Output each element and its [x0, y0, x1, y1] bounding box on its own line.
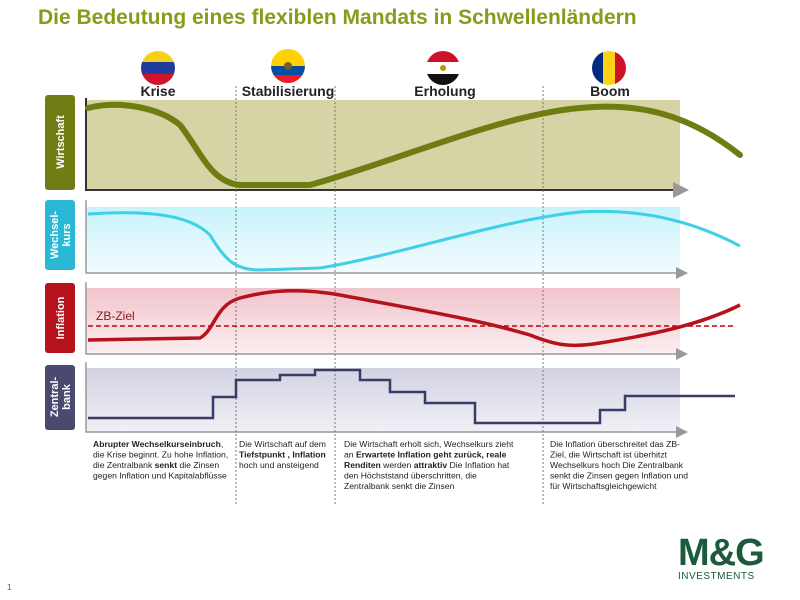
logo-sub: INVESTMENTS: [678, 571, 755, 582]
panel-bg: [86, 288, 680, 354]
description-run: senkt: [155, 460, 178, 470]
description-run: senkt die Zinsen gegen Inflation und: [550, 471, 688, 481]
description-line: Wechselkurs hoch Die Zentralbank: [550, 460, 684, 470]
inflation-curve: [87, 289, 741, 348]
phase-label: Boom: [590, 83, 630, 99]
description-run: Die Inflation überschreitet das ZB-: [550, 439, 680, 449]
flag: [141, 51, 175, 85]
description-run: Wechselkurs hoch Die Zentralbank: [550, 460, 684, 470]
panel-label: Inflation: [55, 296, 67, 339]
panel-label-box: [45, 365, 75, 430]
description-line: die Zentralbank senkt die Zinsen: [93, 460, 219, 470]
description-run: gegen Inflation und Kapitalabflüsse: [93, 471, 227, 481]
panel-label-line: kurs: [61, 223, 73, 246]
description-line: Die Wirtschaft erholt sich, Wechselkurs …: [344, 439, 514, 449]
phase-label: Stabilisierung: [242, 83, 335, 99]
description-run: Zentralbank senkt die Zinsen: [344, 481, 455, 491]
description-run: die Zentralbank: [93, 460, 155, 470]
panel-bg: [86, 100, 680, 190]
description-line: Die Wirtschaft auf dem: [239, 439, 326, 449]
panel-label-box: [45, 200, 75, 270]
description-run: ,: [221, 439, 223, 449]
panel-label-line: Wechsel-: [49, 211, 61, 259]
economy-curve: [85, 101, 743, 188]
description-line: Ziel, die Wirtschaft ist überhitzt: [550, 450, 668, 460]
target-label: ZB-Ziel: [96, 309, 135, 323]
description-line: Abrupter Wechselkurseinbruch,: [93, 439, 223, 449]
description-run: hoch und ansteigend: [239, 460, 319, 470]
fx-curve: [87, 209, 741, 272]
description-run: an: [344, 450, 356, 460]
panel-label-box: [45, 283, 75, 353]
description-run: Tiefstpunkt , Inflation: [239, 450, 326, 460]
logo-brand: M&G: [678, 532, 764, 574]
panel-label-line: Inflation: [55, 296, 67, 339]
description-line: Renditen werden attraktiv Die Inflation …: [344, 460, 510, 470]
description-line: Tiefstpunkt , Inflation: [239, 450, 326, 460]
description-run: attraktiv: [414, 460, 448, 470]
description-run: Die Wirtschaft auf dem: [239, 439, 326, 449]
description-line: gegen Inflation und Kapitalabflüsse: [93, 471, 227, 481]
description-line: Die Inflation überschreitet das ZB-: [550, 439, 680, 449]
panel-label: Wechsel-kurs: [49, 211, 73, 259]
description-run: Ziel, die Wirtschaft ist überhitzt: [550, 450, 668, 460]
description-run: werden: [381, 460, 414, 470]
description-run: die Krise beginnt. Zu hohe Inflation,: [93, 450, 228, 460]
panel-label: Zentral-bank: [49, 376, 73, 417]
description-run: den Höchststand überschritten, die: [344, 471, 477, 481]
description-line: hoch und ansteigend: [239, 460, 319, 470]
description-run: für Wirtschaftsgleichgewicht: [550, 481, 657, 491]
description-line: die Krise beginnt. Zu hohe Inflation,: [93, 450, 228, 460]
axes: [85, 98, 689, 438]
description-run: Erwartete Inflation geht zurück, reale: [356, 450, 507, 460]
panel-label: Wirtschaft: [55, 115, 67, 169]
description-line: für Wirtschaftsgleichgewicht: [550, 481, 657, 491]
panel-label-box: [45, 95, 75, 190]
panel-label-line: Zentral-: [49, 376, 61, 417]
title: Die Bedeutung eines flexiblen Mandats in…: [38, 6, 637, 29]
description-run: Abrupter Wechselkurseinbruch: [93, 439, 221, 449]
description-line: den Höchststand überschritten, die: [344, 471, 477, 481]
rate-curve: [88, 368, 735, 425]
description-line: an Erwartete Inflation geht zurück, real…: [344, 450, 507, 460]
description-line: Zentralbank senkt die Zinsen: [344, 481, 455, 491]
description-run: Renditen: [344, 460, 381, 470]
panel-bg: [86, 207, 680, 273]
description-run: Die Inflation hat: [447, 460, 510, 470]
phase-label: Erholung: [414, 83, 475, 99]
flag: [271, 49, 305, 83]
flag: [592, 51, 626, 85]
description-run: die Zinsen: [177, 460, 219, 470]
panel-label-line: Wirtschaft: [55, 115, 67, 169]
description-line: senkt die Zinsen gegen Inflation und: [550, 471, 688, 481]
flag: [426, 51, 460, 85]
page-number: 1: [7, 583, 12, 592]
description-run: Die Wirtschaft erholt sich, Wechselkurs …: [344, 439, 514, 449]
panel-bg: [86, 368, 680, 432]
phase-label: Krise: [140, 83, 175, 99]
panel-label-line: bank: [61, 383, 73, 410]
